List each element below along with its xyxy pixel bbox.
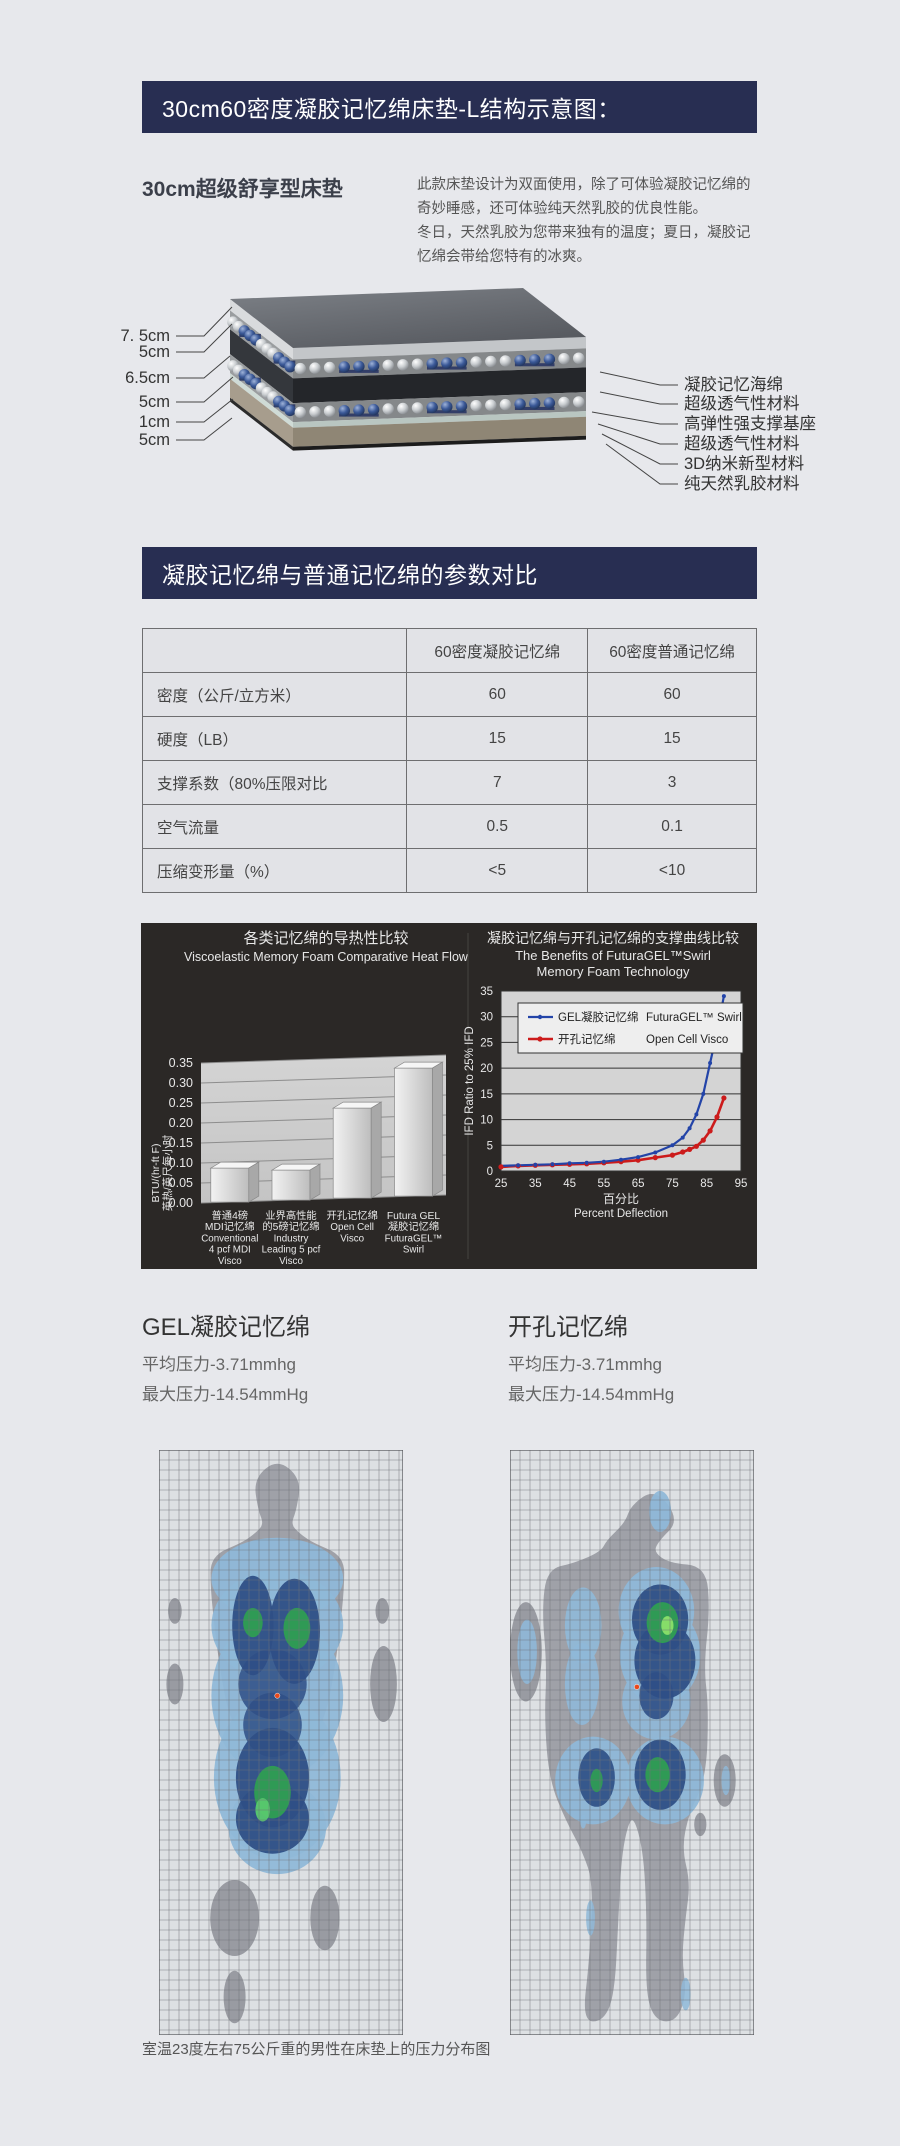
svg-text:20: 20 [480, 1063, 493, 1075]
svg-text:Conventional: Conventional [201, 1233, 258, 1244]
svg-text:的5磅记忆绵: 的5磅记忆绵 [262, 1220, 319, 1233]
svg-text:Visco: Visco [279, 1256, 303, 1267]
svg-text:FuturaGEL™ Swirl: FuturaGEL™ Swirl [646, 1012, 742, 1024]
svg-text:5cm: 5cm [139, 343, 170, 361]
svg-text:Open Cell: Open Cell [330, 1222, 374, 1233]
svg-text:25: 25 [480, 1037, 493, 1049]
svg-text:业界高性能: 业界高性能 [265, 1209, 316, 1222]
svg-text:0.30: 0.30 [169, 1076, 193, 1090]
svg-text:1cm: 1cm [139, 413, 170, 431]
svg-text:MDI记忆绵: MDI记忆绵 [205, 1220, 255, 1233]
svg-text:25: 25 [495, 1178, 508, 1190]
svg-text:10: 10 [480, 1115, 493, 1127]
svg-text:65: 65 [632, 1178, 645, 1190]
svg-text:凝胶记忆绵: 凝胶记忆绵 [388, 1220, 439, 1233]
svg-text:Visco: Visco [340, 1233, 364, 1244]
svg-text:开孔记忆绵: 开孔记忆绵 [558, 1032, 616, 1046]
svg-text:0.20: 0.20 [169, 1116, 193, 1130]
svg-text:普通4磅: 普通4磅 [211, 1209, 248, 1222]
svg-text:BTU/(hr-ft F): BTU/(hr-ft F) [150, 1144, 162, 1203]
svg-text:GEL凝胶记忆绵: GEL凝胶记忆绵 [558, 1010, 639, 1024]
svg-text:Futura GEL: Futura GEL [387, 1211, 440, 1222]
svg-text:5cm: 5cm [139, 393, 170, 411]
svg-text:超级透气性材料: 超级透气性材料 [684, 394, 800, 413]
svg-text:Leading 5 pcf: Leading 5 pcf [262, 1245, 321, 1256]
svg-text:开孔记忆绵: 开孔记忆绵 [326, 1209, 377, 1222]
svg-text:Viscoelastic Memory Foam Compa: Viscoelastic Memory Foam Comparative Hea… [184, 950, 469, 964]
svg-text:Industry: Industry [274, 1233, 309, 1244]
svg-text:75: 75 [666, 1178, 679, 1190]
svg-text:15: 15 [480, 1089, 493, 1101]
svg-text:Visco: Visco [218, 1256, 242, 1267]
svg-text:FuturaGEL™: FuturaGEL™ [385, 1233, 443, 1244]
svg-text:5cm: 5cm [139, 431, 170, 449]
svg-text:凝胶记忆海绵: 凝胶记忆海绵 [684, 375, 783, 394]
svg-text:Swirl: Swirl [403, 1245, 424, 1256]
svg-text:4 pcf MDI: 4 pcf MDI [209, 1245, 251, 1256]
svg-text:5: 5 [487, 1140, 493, 1152]
svg-text:The Benefits of FuturaGEL™Swir: The Benefits of FuturaGEL™Swirl [515, 948, 711, 963]
svg-text:英热/英尺每小时: 英热/英尺每小时 [161, 1134, 174, 1211]
svg-text:3D纳米新型材料: 3D纳米新型材料 [684, 454, 804, 473]
svg-text:高弹性强支撑基座: 高弹性强支撑基座 [684, 414, 816, 433]
svg-text:95: 95 [735, 1178, 748, 1190]
svg-text:凝胶记忆绵与开孔记忆绵的支撑曲线比较: 凝胶记忆绵与开孔记忆绵的支撑曲线比较 [487, 930, 739, 946]
svg-text:超级透气性材料: 超级透气性材料 [684, 434, 800, 453]
svg-text:0.35: 0.35 [169, 1056, 193, 1070]
svg-text:Memory Foam Technology: Memory Foam Technology [537, 964, 690, 979]
svg-text:0.25: 0.25 [169, 1096, 193, 1110]
svg-text:45: 45 [563, 1178, 576, 1190]
svg-text:纯天然乳胶材料: 纯天然乳胶材料 [684, 474, 800, 493]
svg-text:35: 35 [480, 986, 493, 998]
svg-text:Open Cell Visco: Open Cell Visco [646, 1034, 728, 1046]
svg-text:0: 0 [487, 1166, 493, 1178]
svg-text:85: 85 [700, 1178, 713, 1190]
svg-text:6.5cm: 6.5cm [125, 369, 170, 387]
svg-text:百分比: 百分比 [603, 1192, 639, 1206]
svg-text:35: 35 [529, 1178, 542, 1190]
svg-text:Percent Deflection: Percent Deflection [574, 1208, 668, 1220]
svg-text:30: 30 [480, 1012, 493, 1024]
svg-text:IFD Ratio to 25% IFD: IFD Ratio to 25% IFD [464, 1026, 476, 1135]
svg-text:55: 55 [598, 1178, 611, 1190]
svg-text:各类记忆绵的导热性比较: 各类记忆绵的导热性比较 [243, 929, 408, 947]
